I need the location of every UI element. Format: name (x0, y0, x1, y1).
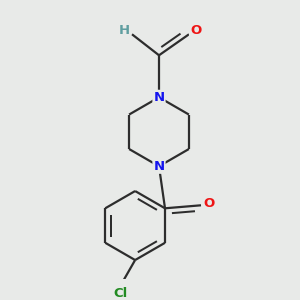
Text: O: O (190, 24, 201, 37)
Text: Cl: Cl (113, 286, 127, 299)
Text: H: H (119, 24, 130, 37)
Text: N: N (153, 91, 165, 104)
Text: O: O (203, 197, 214, 210)
Text: N: N (153, 160, 165, 173)
